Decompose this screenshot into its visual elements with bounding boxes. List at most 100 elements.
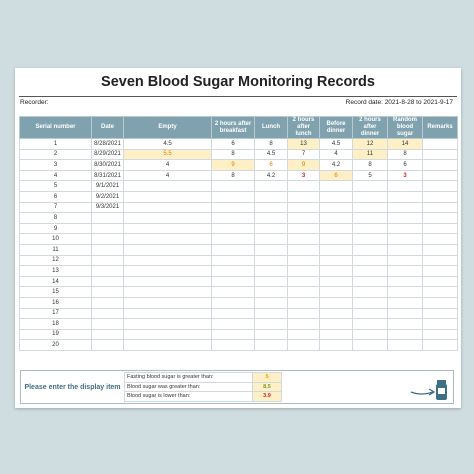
empty-cell[interactable] <box>123 328 212 341</box>
date-cell[interactable]: 8/31/2021 <box>91 169 124 182</box>
after-breakfast-cell[interactable] <box>211 233 255 245</box>
empty-cell[interactable] <box>123 190 212 203</box>
after-breakfast-cell[interactable] <box>211 212 255 224</box>
random-cell[interactable] <box>387 275 423 288</box>
remarks-cell[interactable] <box>422 148 458 161</box>
before-dinner-cell[interactable]: 4.2 <box>319 159 353 171</box>
after-dinner-cell[interactable] <box>352 233 388 245</box>
empty-cell[interactable] <box>123 286 212 298</box>
serial-cell[interactable]: 16 <box>19 296 92 309</box>
serial-cell[interactable]: 1 <box>19 138 92 150</box>
lunch-cell[interactable] <box>254 275 288 288</box>
after-dinner-cell[interactable] <box>352 254 388 267</box>
random-cell[interactable] <box>387 212 423 224</box>
random-cell[interactable] <box>387 265 423 277</box>
empty-cell[interactable]: 5.5 <box>123 148 212 161</box>
after-breakfast-cell[interactable] <box>211 318 255 330</box>
empty-cell[interactable] <box>123 243 212 256</box>
after-breakfast-cell[interactable]: 9 <box>211 159 255 171</box>
remarks-cell[interactable] <box>422 328 458 341</box>
after-dinner-cell[interactable]: 12 <box>352 138 388 150</box>
serial-cell[interactable]: 17 <box>19 307 92 320</box>
after-lunch-cell[interactable] <box>287 265 320 277</box>
lunch-cell[interactable]: 4.2 <box>254 169 288 182</box>
after-dinner-cell[interactable] <box>352 286 388 298</box>
before-dinner-cell[interactable] <box>319 212 353 224</box>
after-breakfast-cell[interactable] <box>211 275 255 288</box>
random-cell[interactable] <box>387 307 423 320</box>
before-dinner-cell[interactable]: 4 <box>319 148 353 161</box>
remarks-cell[interactable] <box>422 159 458 171</box>
date-cell[interactable] <box>91 212 124 224</box>
after-dinner-cell[interactable] <box>352 318 388 330</box>
serial-cell[interactable]: 14 <box>19 275 92 288</box>
lunch-cell[interactable] <box>254 286 288 298</box>
random-cell[interactable] <box>387 296 423 309</box>
before-dinner-cell[interactable] <box>319 254 353 267</box>
after-dinner-cell[interactable] <box>352 275 388 288</box>
empty-cell[interactable] <box>123 265 212 277</box>
remarks-cell[interactable] <box>422 243 458 256</box>
remarks-cell[interactable] <box>422 307 458 320</box>
lunch-cell[interactable] <box>254 339 288 351</box>
after-lunch-cell[interactable] <box>287 180 320 192</box>
after-breakfast-cell[interactable] <box>211 180 255 192</box>
after-dinner-cell[interactable] <box>352 243 388 256</box>
serial-cell[interactable]: 4 <box>19 169 92 182</box>
serial-cell[interactable]: 6 <box>19 190 92 203</box>
lunch-cell[interactable] <box>254 318 288 330</box>
date-cell[interactable] <box>91 222 124 235</box>
after-lunch-cell[interactable]: 3 <box>287 169 320 182</box>
random-cell[interactable] <box>387 233 423 245</box>
after-dinner-cell[interactable] <box>352 222 388 235</box>
date-cell[interactable] <box>91 286 124 298</box>
before-dinner-cell[interactable] <box>319 243 353 256</box>
date-cell[interactable] <box>91 296 124 309</box>
after-dinner-cell[interactable] <box>352 201 388 214</box>
after-lunch-cell[interactable] <box>287 307 320 320</box>
after-dinner-cell[interactable]: 11 <box>352 148 388 161</box>
serial-cell[interactable]: 10 <box>19 233 92 245</box>
after-breakfast-cell[interactable] <box>211 296 255 309</box>
after-dinner-cell[interactable] <box>352 296 388 309</box>
serial-cell[interactable]: 8 <box>19 212 92 224</box>
fasting-threshold-value[interactable]: 5 <box>252 372 282 383</box>
empty-cell[interactable] <box>123 212 212 224</box>
after-breakfast-cell[interactable] <box>211 328 255 341</box>
lunch-cell[interactable] <box>254 180 288 192</box>
after-breakfast-cell[interactable]: 8 <box>211 169 255 182</box>
after-dinner-cell[interactable] <box>352 265 388 277</box>
serial-cell[interactable]: 15 <box>19 286 92 298</box>
empty-cell[interactable] <box>123 201 212 214</box>
after-lunch-cell[interactable] <box>287 339 320 351</box>
after-lunch-cell[interactable] <box>287 328 320 341</box>
lunch-cell[interactable] <box>254 265 288 277</box>
after-lunch-cell[interactable] <box>287 201 320 214</box>
random-cell[interactable] <box>387 201 423 214</box>
random-cell[interactable]: 3 <box>387 169 423 182</box>
random-cell[interactable] <box>387 286 423 298</box>
before-dinner-cell[interactable] <box>319 265 353 277</box>
after-lunch-cell[interactable] <box>287 318 320 330</box>
before-dinner-cell[interactable] <box>319 275 353 288</box>
after-lunch-cell[interactable] <box>287 254 320 267</box>
after-breakfast-cell[interactable] <box>211 222 255 235</box>
before-dinner-cell[interactable] <box>319 339 353 351</box>
date-cell[interactable] <box>91 254 124 267</box>
random-cell[interactable]: 8 <box>387 148 423 161</box>
random-cell[interactable] <box>387 254 423 267</box>
date-cell[interactable]: 9/1/2021 <box>91 180 124 192</box>
date-cell[interactable] <box>91 328 124 341</box>
serial-cell[interactable]: 13 <box>19 265 92 277</box>
lunch-cell[interactable] <box>254 190 288 203</box>
remarks-cell[interactable] <box>422 275 458 288</box>
date-cell[interactable] <box>91 339 124 351</box>
empty-cell[interactable] <box>123 318 212 330</box>
empty-cell[interactable] <box>123 222 212 235</box>
after-dinner-cell[interactable] <box>352 190 388 203</box>
lunch-cell[interactable]: 8 <box>254 138 288 150</box>
empty-cell[interactable] <box>123 307 212 320</box>
after-lunch-cell[interactable] <box>287 296 320 309</box>
remarks-cell[interactable] <box>422 169 458 182</box>
date-cell[interactable] <box>91 275 124 288</box>
